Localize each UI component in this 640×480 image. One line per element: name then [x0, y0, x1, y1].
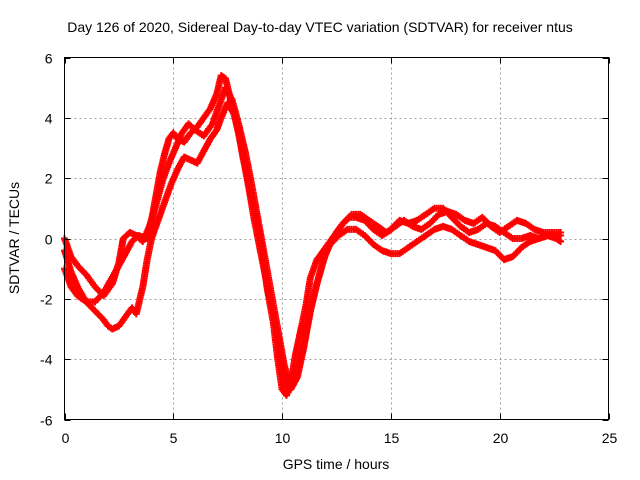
data-series	[61, 99, 565, 393]
y-axis-label: SDTVAR / TECUs	[6, 181, 22, 295]
y-tick-label: 6	[45, 51, 53, 67]
y-tick-label: 2	[45, 171, 53, 187]
x-axis-label: GPS time / hours	[282, 456, 390, 472]
axis-ticks: 0 5 10 15 20 25 -6 -4 -2 0 2 4 6	[40, 51, 617, 447]
grid-lines	[64, 57, 609, 420]
chart-title: Day 126 of 2020, Sidereal Day-to-day VTE…	[67, 19, 573, 35]
data-series	[61, 84, 565, 393]
data-point	[557, 238, 565, 245]
x-tick-label: 10	[275, 430, 291, 446]
x-tick-label: 0	[62, 430, 70, 446]
y-tick-label: -2	[40, 292, 53, 308]
x-tick-label: 15	[384, 430, 400, 446]
y-tick-label: 4	[45, 111, 53, 127]
y-tick-label: 0	[45, 232, 53, 248]
x-tick-label: 25	[602, 430, 618, 446]
plot-border	[64, 57, 609, 420]
y-tick-label: -6	[40, 413, 53, 429]
x-tick-label: 5	[170, 430, 178, 446]
data-points	[61, 72, 565, 399]
x-tick-label: 20	[493, 430, 509, 446]
data-point	[557, 229, 565, 236]
y-tick-label: -4	[40, 352, 53, 368]
